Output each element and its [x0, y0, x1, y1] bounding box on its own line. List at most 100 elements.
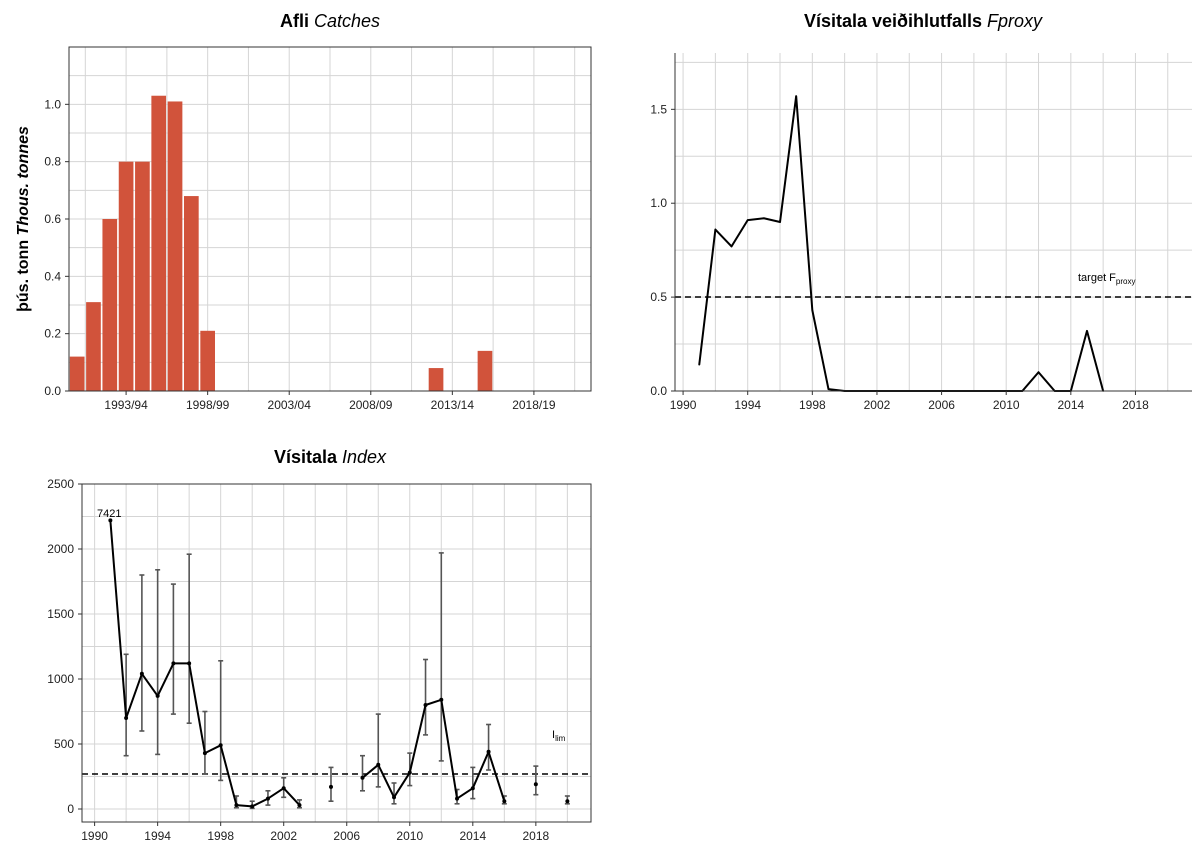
- index-point: [155, 693, 160, 698]
- index-xtick-label: 2006: [333, 829, 360, 843]
- catches-ylabel: þús. tonn Thous. tonnes: [15, 126, 32, 312]
- fproxy-point: [746, 219, 749, 221]
- fproxy-xtick-label: 2002: [864, 398, 891, 412]
- index-xtick-label: 2018: [522, 829, 549, 843]
- index-xtick-label: 2002: [270, 829, 297, 843]
- index-panel-border: [81, 483, 592, 823]
- catches-xtick-label: 1993/94: [104, 398, 148, 412]
- fproxy-xtick-label: 2010: [993, 398, 1020, 412]
- index-point: [502, 799, 507, 804]
- catches-bar: [184, 196, 199, 391]
- fproxy-xtick-label: 1994: [734, 398, 761, 412]
- fproxy-xtick-label: 2014: [1057, 398, 1084, 412]
- index-point: [234, 803, 239, 808]
- catches-xtick-label: 2013/14: [431, 398, 475, 412]
- index-series-line: [361, 698, 506, 802]
- index-point: [108, 518, 113, 523]
- index-ytick-label: 500: [54, 737, 74, 751]
- fproxy-ytick-label: 0.0: [650, 384, 667, 398]
- index-point: [376, 762, 381, 767]
- index-ytick-label: 2500: [47, 477, 74, 491]
- index-annotation-7421: 7421: [97, 508, 121, 520]
- catches-title: Afli Catches: [280, 11, 380, 31]
- fproxy-xtick-label: 1990: [670, 398, 697, 412]
- index-point: [218, 743, 223, 748]
- fproxy-ytick-label: 1.0: [650, 196, 667, 210]
- catches-ytick-label: 0.0: [44, 384, 61, 398]
- fproxy-target-label: target Fproxy: [1078, 272, 1135, 286]
- catches-bar: [477, 350, 493, 391]
- index-point: [407, 770, 412, 775]
- catches-ytick-label: 1.0: [44, 97, 61, 111]
- index-point: [455, 796, 460, 801]
- fproxy-panel: Vísitala veiðihlutfalls Fproxy 0.0 0.5 1.0…: [650, 11, 1192, 412]
- fproxy-ytick-label: 1.5: [650, 102, 667, 116]
- fproxy-panel-border: [674, 53, 1192, 392]
- fproxy-xtick-label: 2006: [928, 398, 955, 412]
- fproxy-point: [1086, 330, 1088, 332]
- index-point: [439, 697, 444, 702]
- index-point: [171, 661, 176, 666]
- index-point: [202, 751, 207, 756]
- catches-ytick-label: 0.6: [44, 212, 61, 226]
- catches-panel: Afli Catches 0.0 0.2 0.4 0.6 0.8 1.0 1993/94 19…: [15, 11, 592, 412]
- index-panel: Vísitala Index 0 500 1000 1500 2000 2500 1990 1…: [47, 447, 592, 843]
- catches-bar: [86, 302, 101, 391]
- index-point: [565, 799, 570, 804]
- fproxy-point: [714, 228, 717, 231]
- index-point: [297, 803, 302, 808]
- index-point: [423, 703, 428, 707]
- index-point: [187, 661, 192, 666]
- index-point: [250, 804, 255, 809]
- catches-ytick-label: 0.2: [44, 327, 61, 341]
- fproxy-series-line: [698, 95, 1105, 392]
- catches-ytick-label: 0.4: [44, 269, 61, 283]
- catches-bar: [151, 95, 167, 391]
- catches-bar: [102, 219, 118, 391]
- fproxy-xtick-label: 1998: [799, 398, 826, 412]
- fproxy-point: [763, 217, 765, 220]
- catches-bar: [118, 161, 134, 391]
- catches-bar: [200, 330, 215, 391]
- fproxy-point: [698, 363, 701, 366]
- index-point: [124, 716, 129, 720]
- index-xtick-label: 2010: [396, 829, 423, 843]
- fproxy-ytick-label: 0.5: [650, 290, 667, 304]
- fproxy-point: [811, 309, 814, 312]
- fproxy-point: [730, 245, 733, 248]
- catches-bar: [135, 161, 150, 391]
- index-point: [139, 671, 144, 676]
- index-point: [265, 796, 270, 801]
- index-xtick-label: 1998: [207, 829, 234, 843]
- index-title: Vísitala Index: [274, 447, 387, 467]
- index-xtick-label: 1994: [144, 829, 171, 843]
- index-ytick-label: 1500: [47, 607, 74, 621]
- fproxy-xtick-label: 2018: [1122, 398, 1149, 412]
- catches-bar: [69, 356, 85, 391]
- index-point: [328, 784, 333, 789]
- catches-bar: [167, 101, 183, 391]
- catches-bar: [428, 368, 444, 391]
- index-ytick-label: 0: [67, 802, 74, 816]
- fproxy-point: [1037, 371, 1040, 374]
- index-ilim-label: Ilim: [552, 729, 566, 743]
- catches-xtick-label: 1998/99: [186, 398, 230, 412]
- catches-xtick-label: 2003/04: [268, 398, 312, 412]
- index-point: [533, 782, 538, 787]
- index-point: [281, 786, 286, 791]
- index-point: [486, 749, 491, 754]
- index-ytick-label: 2000: [47, 542, 74, 556]
- index-ytick-label: 1000: [47, 672, 74, 686]
- catches-xtick-label: 2018/19: [512, 398, 556, 412]
- catches-xtick-label: 2008/09: [349, 398, 393, 412]
- index-point: [470, 786, 475, 791]
- index-point: [360, 775, 365, 780]
- fproxy-title: Vísitala veiðihlutfalls Fproxy: [804, 11, 1043, 31]
- index-point: [392, 795, 397, 800]
- fproxy-point: [827, 388, 830, 390]
- index-xtick-label: 1990: [81, 829, 108, 843]
- fproxy-point: [779, 221, 781, 223]
- index-xtick-label: 2014: [459, 829, 486, 843]
- catches-ytick-label: 0.8: [44, 155, 61, 169]
